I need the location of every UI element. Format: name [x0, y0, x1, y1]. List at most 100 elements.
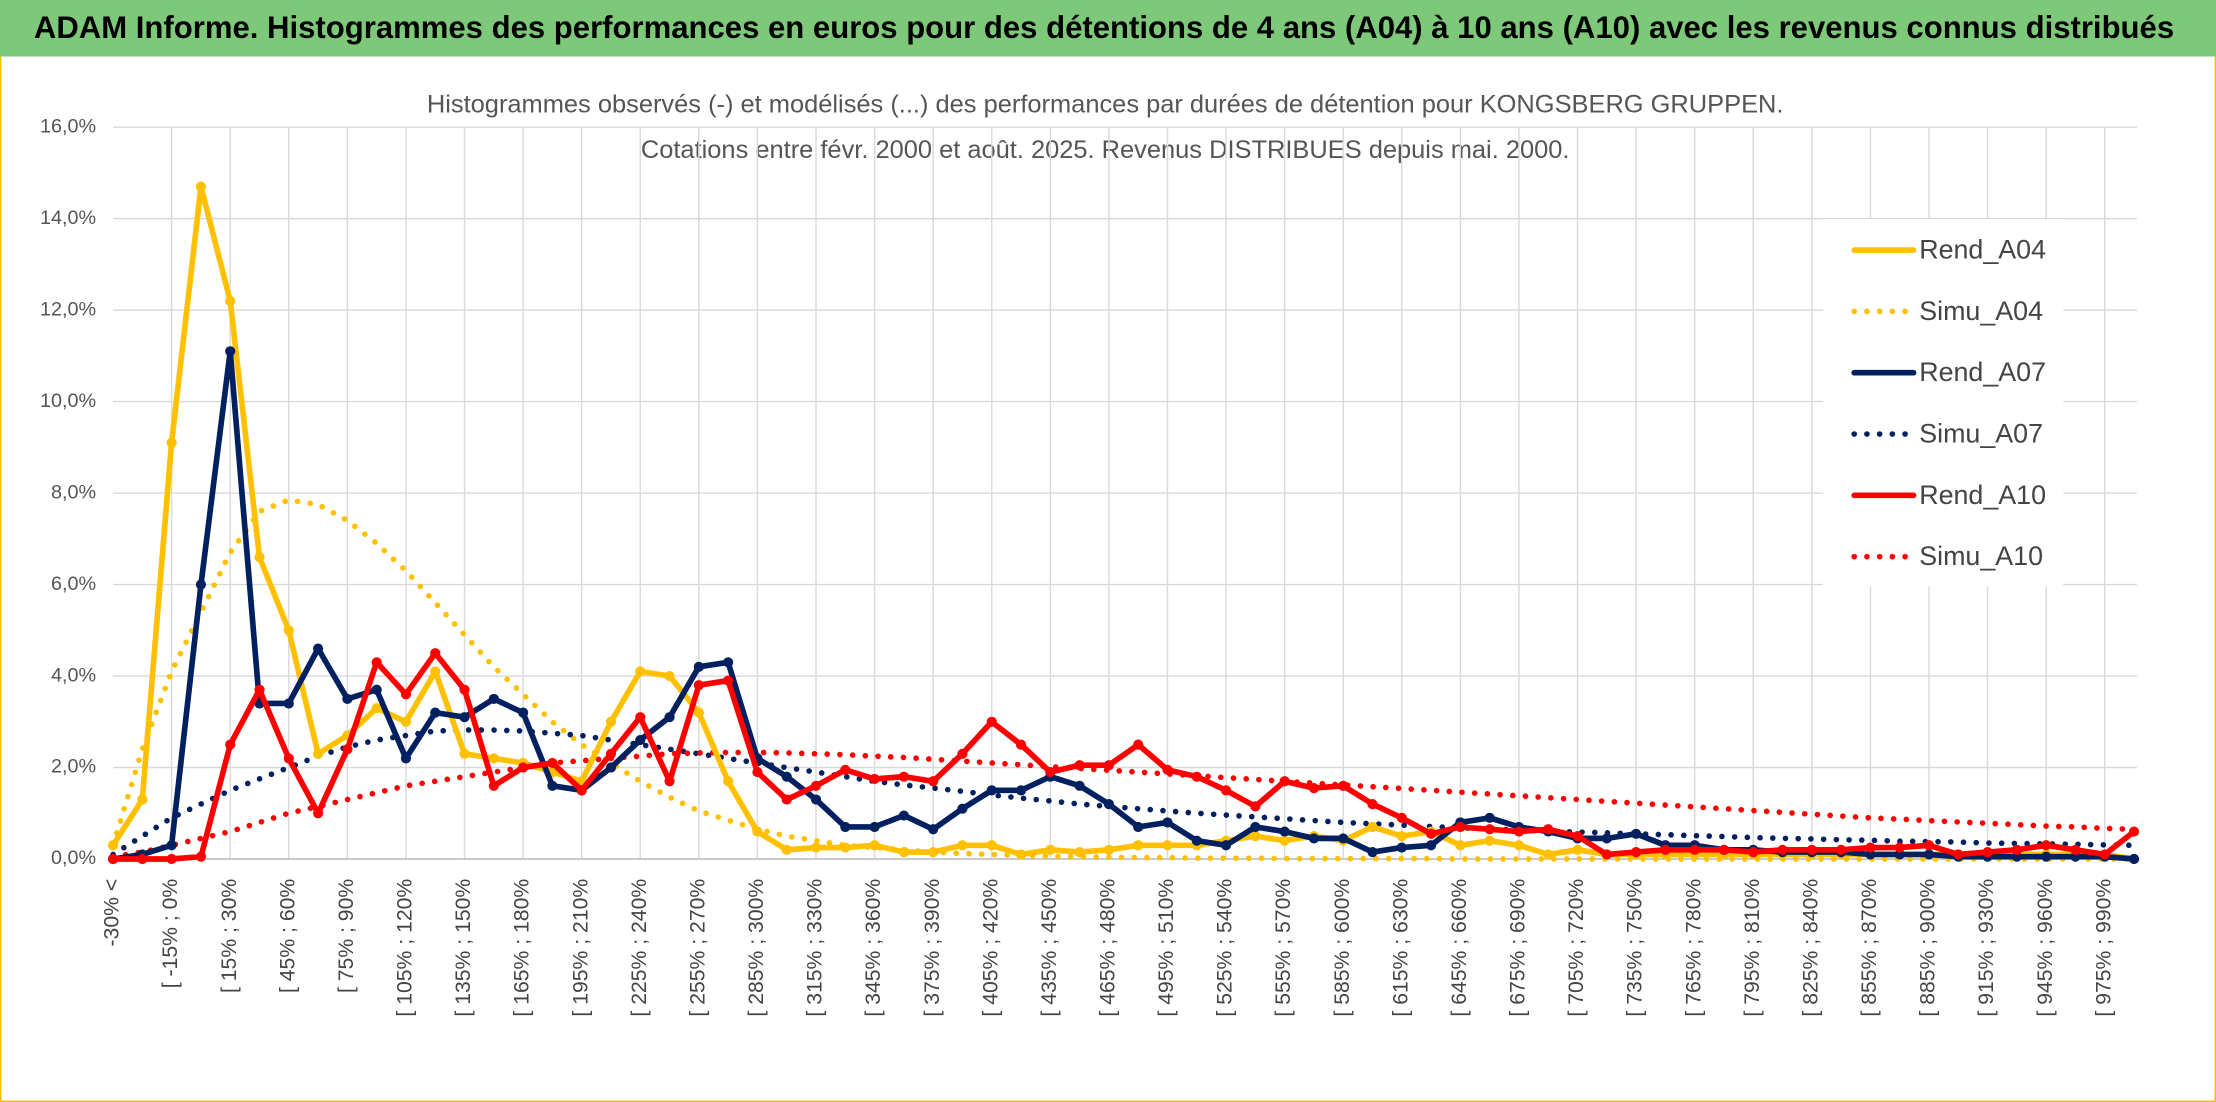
marker	[254, 552, 265, 563]
marker	[1133, 821, 1144, 833]
marker	[1045, 767, 1056, 778]
x-tick-label: [ 885% ; 900%	[1917, 879, 1940, 1017]
observed-line	[110, 650, 2137, 862]
marker	[1338, 833, 1349, 844]
marker	[1455, 840, 1466, 851]
marker	[898, 810, 909, 821]
marker	[1484, 824, 1495, 835]
marker	[166, 437, 177, 448]
marker	[869, 773, 880, 785]
marker	[283, 753, 294, 764]
x-tick-label: [ 555% ; 570%	[1272, 879, 1295, 1017]
x-tick-label: [ 105% ; 120%	[394, 879, 417, 1017]
marker	[1074, 780, 1085, 791]
legend-label: Simu_A10	[1919, 541, 2043, 571]
marker	[1367, 821, 1378, 833]
marker	[283, 698, 294, 709]
marker	[605, 762, 617, 773]
marker	[635, 712, 646, 723]
marker	[957, 840, 968, 851]
x-tick-label: [ 495% ; 510%	[1155, 879, 1178, 1017]
marker	[1894, 842, 1905, 853]
marker	[752, 826, 763, 837]
marker	[869, 821, 880, 833]
plot	[107, 181, 2140, 865]
y-tick-label: 16,0%	[40, 115, 96, 137]
marker	[1806, 844, 1817, 855]
x-tick-label: [ 75% ; 90%	[335, 879, 358, 993]
marker	[1133, 739, 1144, 750]
marker	[1953, 849, 1964, 860]
x-tick-label: [ 855% ; 870%	[1858, 879, 1881, 1017]
marker	[2070, 844, 2081, 855]
marker	[1191, 771, 1202, 782]
marker	[1162, 817, 1173, 828]
marker	[1015, 739, 1027, 750]
x-tick-label: [ 195% ; 210%	[569, 879, 592, 1017]
marker	[1923, 849, 1935, 860]
marker	[1191, 835, 1202, 846]
marker	[1103, 760, 1114, 771]
marker	[1074, 760, 1085, 771]
marker	[1308, 833, 1320, 844]
x-tick-label: [ 705% ; 720%	[1565, 879, 1588, 1017]
marker	[107, 840, 119, 851]
marker	[957, 803, 968, 814]
y-tick-label: 4,0%	[51, 664, 96, 686]
marker	[283, 625, 294, 636]
marker	[1045, 844, 1056, 855]
marker	[898, 847, 909, 858]
marker	[1748, 847, 1759, 858]
marker	[1015, 849, 1027, 860]
marker	[869, 840, 880, 851]
marker	[488, 693, 499, 704]
marker	[1279, 826, 1290, 837]
y-tick-label: 10,0%	[40, 390, 96, 412]
marker	[2011, 844, 2022, 855]
y-tick-label: 6,0%	[51, 573, 96, 595]
marker	[459, 748, 470, 759]
x-tick-label: [ 735% ; 750%	[1624, 879, 1647, 1017]
marker	[2099, 849, 2110, 860]
model-line	[110, 749, 2137, 860]
marker	[225, 739, 236, 750]
marker	[781, 844, 792, 855]
marker	[1103, 799, 1114, 810]
x-tick-label: [ 375% ; 390%	[921, 879, 944, 1017]
marker	[1250, 821, 1261, 833]
marker	[2041, 840, 2052, 851]
marker	[488, 780, 499, 791]
marker	[928, 776, 939, 787]
marker	[1338, 780, 1349, 791]
title-band	[0, 0, 2216, 57]
marker	[1543, 824, 1554, 835]
x-tick-label: [ -15% ; 0%	[159, 879, 182, 989]
y-tick-label: 12,0%	[40, 298, 96, 320]
marker	[635, 666, 646, 677]
marker	[1250, 801, 1261, 812]
marker	[371, 702, 382, 714]
marker	[840, 764, 851, 775]
marker	[254, 684, 265, 695]
marker	[1836, 844, 1847, 855]
x-tick-label: [ 225% ; 240%	[628, 879, 651, 1017]
x-tick-label: [ 825% ; 840%	[1799, 879, 1822, 1017]
marker	[488, 753, 499, 764]
x-tick-label: [ 15% ; 30%	[218, 879, 241, 993]
marker	[1162, 764, 1173, 775]
marker	[840, 842, 851, 853]
x-tick-label: [ 255% ; 270%	[686, 879, 709, 1017]
marker	[312, 748, 324, 759]
marker	[1982, 847, 1993, 858]
marker	[371, 684, 382, 695]
x-tick-label: -30% <	[101, 879, 124, 947]
marker	[1396, 831, 1407, 842]
marker	[166, 853, 177, 865]
marker	[1865, 842, 1876, 853]
y-tick-label: 8,0%	[51, 481, 96, 503]
marker	[1543, 849, 1554, 860]
marker	[1718, 844, 1730, 855]
marker	[1425, 828, 1437, 839]
